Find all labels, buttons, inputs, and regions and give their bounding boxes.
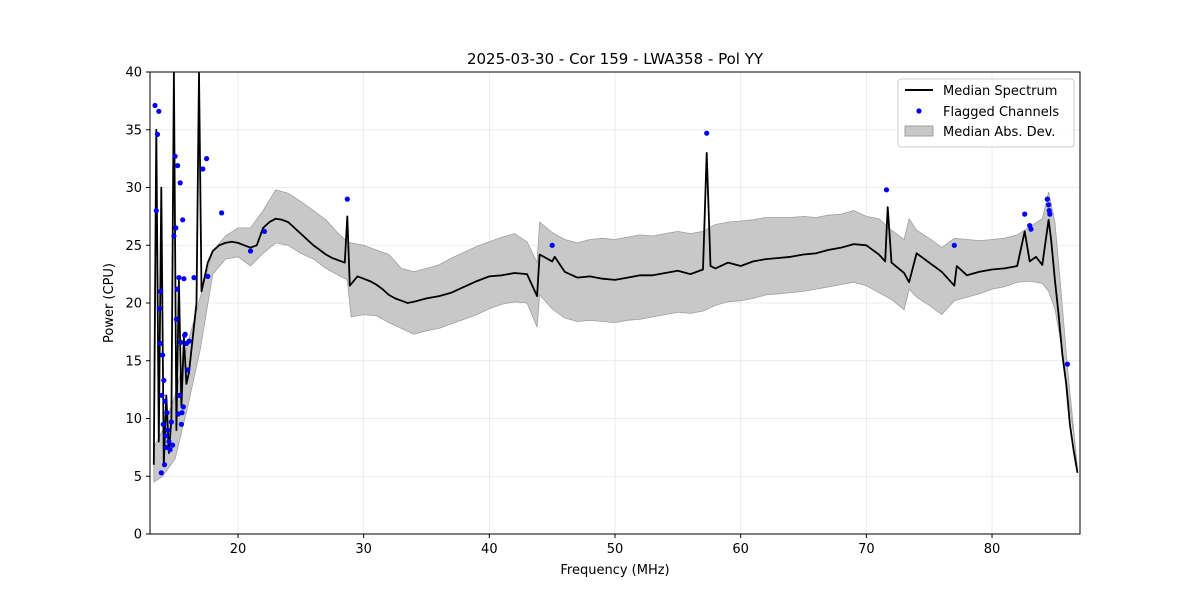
y-tick-label: 20 — [125, 297, 142, 312]
flagged-channel-point — [172, 153, 178, 159]
flagged-channel-point — [1044, 196, 1050, 202]
flagged-channel-point — [261, 228, 267, 234]
flagged-channel-point — [191, 275, 197, 281]
x-tick-label: 70 — [858, 542, 875, 557]
flagged-channel-point — [1028, 226, 1034, 232]
chart-title: 2025-03-30 - Cor 159 - LWA358 - Pol YY — [467, 50, 764, 68]
flagged-channel-point — [171, 233, 177, 239]
y-tick-label: 40 — [125, 66, 142, 81]
legend-label-flagged-channels: Flagged Channels — [943, 105, 1059, 120]
legend-label-median-spectrum: Median Spectrum — [943, 84, 1057, 99]
flagged-channel-point — [1046, 202, 1052, 208]
flagged-channel-point — [165, 427, 171, 433]
flagged-channel-point — [157, 340, 163, 346]
flagged-channel-point — [158, 470, 164, 476]
median-spectrum-line — [152, 72, 1079, 473]
y-tick-label: 25 — [125, 239, 142, 254]
flagged-channel-point — [951, 242, 957, 248]
flagged-channel-point — [180, 404, 186, 410]
x-tick-label: 40 — [481, 542, 498, 557]
flagged-channel-point — [883, 187, 890, 193]
flagged-channel-point — [163, 433, 169, 439]
flagged-channel-point — [158, 288, 164, 294]
flagged-channel-point — [181, 276, 187, 282]
y-axis-ticks: 0 5 10 15 20 25 30 35 40 — [125, 66, 150, 543]
flagged-channel-point — [174, 286, 180, 292]
x-tick-label: 30 — [355, 542, 372, 557]
flagged-channel-point — [247, 248, 254, 254]
y-tick-label: 15 — [125, 354, 142, 369]
flagged-channel-point — [178, 339, 184, 345]
flagged-channel-point — [175, 163, 181, 169]
flagged-channel-point — [167, 447, 173, 453]
x-tick-label: 80 — [984, 542, 1001, 557]
flagged-channel-point — [185, 367, 191, 373]
flagged-channel-point — [156, 108, 162, 114]
flagged-channel-point — [173, 316, 179, 322]
flagged-channel-point — [200, 166, 206, 172]
flagged-channel-point — [1047, 211, 1053, 217]
flagged-channel-point — [163, 444, 169, 450]
flagged-channel-point — [182, 331, 188, 337]
flagged-channel-point — [205, 273, 211, 279]
x-axis-ticks: 20 30 40 50 60 70 80 — [230, 534, 1001, 557]
flagged-channel-point — [161, 462, 168, 468]
flagged-channel-point — [152, 102, 158, 109]
flagged-channel-point — [166, 439, 172, 445]
flagged-channel-point — [704, 130, 710, 136]
flagged-channel-point — [204, 156, 210, 162]
flagged-channel-point — [179, 410, 185, 416]
legend: Median Spectrum Flagged Channels Median … — [897, 78, 1075, 148]
y-tick-label: 35 — [125, 123, 142, 138]
flagged-channel-point — [186, 338, 192, 344]
x-tick-label: 50 — [607, 542, 624, 557]
flagged-channel-point — [162, 398, 168, 404]
legend-box — [897, 78, 1075, 148]
y-tick-label: 5 — [134, 470, 142, 485]
flagged-channel-point — [168, 419, 174, 425]
flagged-channel-point — [164, 410, 170, 416]
legend-point-swatch — [916, 108, 922, 114]
legend-band-swatch — [904, 125, 934, 137]
flagged-channel-point — [170, 442, 176, 448]
flagged-channel-point — [344, 196, 350, 202]
flagged-channels-points — [152, 102, 1070, 476]
flagged-channel-point — [1064, 361, 1070, 367]
flagged-channel-point — [154, 131, 161, 137]
y-axis-label: Power (CPU) — [102, 263, 117, 343]
y-tick-label: 0 — [134, 528, 142, 543]
flagged-channel-point — [153, 208, 159, 214]
x-tick-label: 20 — [230, 542, 247, 557]
flagged-channel-point — [1022, 211, 1028, 217]
x-axis-label: Frequency (MHz) — [560, 563, 669, 578]
legend-label-median-abs-dev: Median Abs. Dev. — [943, 125, 1055, 140]
flagged-channel-point — [178, 421, 184, 427]
flagged-channel-point — [219, 210, 225, 216]
flagged-channel-point — [159, 392, 165, 398]
flagged-channel-point — [177, 180, 183, 186]
x-tick-label: 60 — [732, 542, 749, 557]
flagged-channel-point — [549, 242, 555, 248]
y-tick-label: 10 — [125, 412, 142, 427]
flagged-channel-point — [160, 352, 166, 358]
y-tick-label: 30 — [125, 181, 142, 196]
flagged-channel-point — [160, 421, 166, 427]
flagged-channel-point — [173, 225, 179, 231]
flagged-channel-point — [156, 306, 162, 312]
flagged-channel-point — [176, 392, 183, 398]
median-spectrum-line-group — [152, 72, 1079, 473]
flagged-channel-point — [161, 377, 167, 383]
flagged-channel-point — [176, 275, 182, 281]
flagged-channel-point — [180, 217, 186, 223]
